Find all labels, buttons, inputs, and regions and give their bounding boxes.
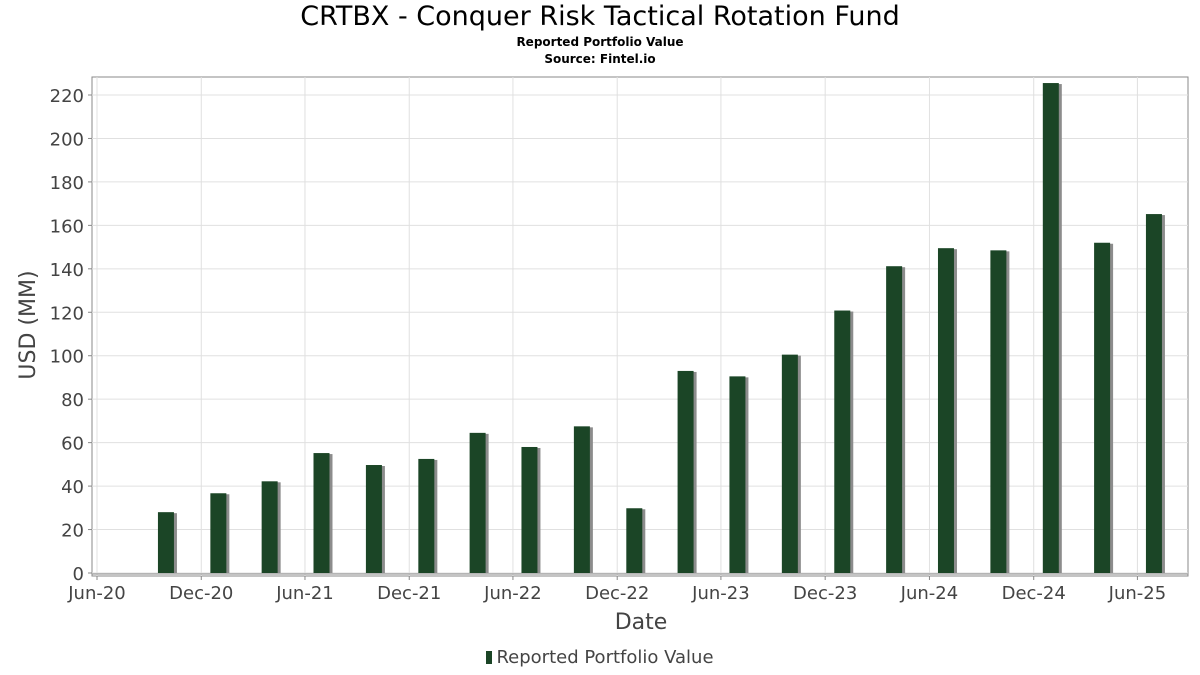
plot-area [91,76,1189,577]
bar [677,370,694,573]
y-tick-label: 220 [50,86,84,107]
y-tick-label: 140 [50,260,84,281]
x-tick-label: Jun-23 [691,583,750,604]
bar [210,493,227,573]
bar [1145,214,1162,573]
y-axis-title: USD (MM) [16,270,41,379]
x-axis-title: Date [615,610,668,635]
bar [521,446,538,573]
legend: Reported Portfolio Value [0,647,1200,668]
y-tick-label: 40 [61,477,84,498]
y-tick-label: 120 [50,303,84,324]
bar [157,512,174,573]
x-tick-label: Dec-20 [169,583,233,604]
x-tick-label: Dec-24 [1002,583,1066,604]
bar [313,453,330,573]
bar [1042,83,1059,574]
y-tick-label: 160 [50,216,84,237]
x-tick-label: Jun-20 [67,583,126,604]
chart-source: Source: Fintel.io [544,52,656,66]
bar [418,458,435,573]
bar [886,266,903,573]
y-tick-label: 80 [61,390,84,411]
chart-subtitle: Reported Portfolio Value [516,35,684,49]
x-tick-label: Dec-22 [585,583,649,604]
bar [937,248,954,573]
bar [834,310,851,573]
legend-swatch [486,651,493,664]
chart-title: CRTBX - Conquer Risk Tactical Rotation F… [300,1,900,32]
bar [626,508,643,573]
bar [261,481,278,573]
bar [469,432,486,573]
y-tick-label: 180 [50,173,84,194]
y-tick-label: 0 [73,564,84,585]
y-tick-label: 100 [50,347,84,368]
y-tick-label: 20 [61,521,84,542]
x-tick-label: Dec-23 [793,583,857,604]
bar [990,250,1007,573]
y-tick-label: 60 [61,434,84,455]
bar [729,376,746,573]
bar [781,354,798,573]
bars [157,83,1165,574]
bar [573,426,590,573]
x-tick-label: Dec-21 [377,583,441,604]
y-tick-label: 200 [50,129,84,150]
x-tick-label: Jun-22 [483,583,542,604]
x-tick-label: Jun-24 [900,583,959,604]
x-tick-label: Jun-25 [1108,583,1167,604]
bar [365,465,382,573]
axes: 0 20 40 60 80 100 120 140 160 180 200 220 Jun-20 Dec-… [50,86,1188,604]
bar [1094,242,1111,573]
x-tick-label: Jun-21 [275,583,334,604]
legend-label: Reported Portfolio Value [496,647,714,668]
